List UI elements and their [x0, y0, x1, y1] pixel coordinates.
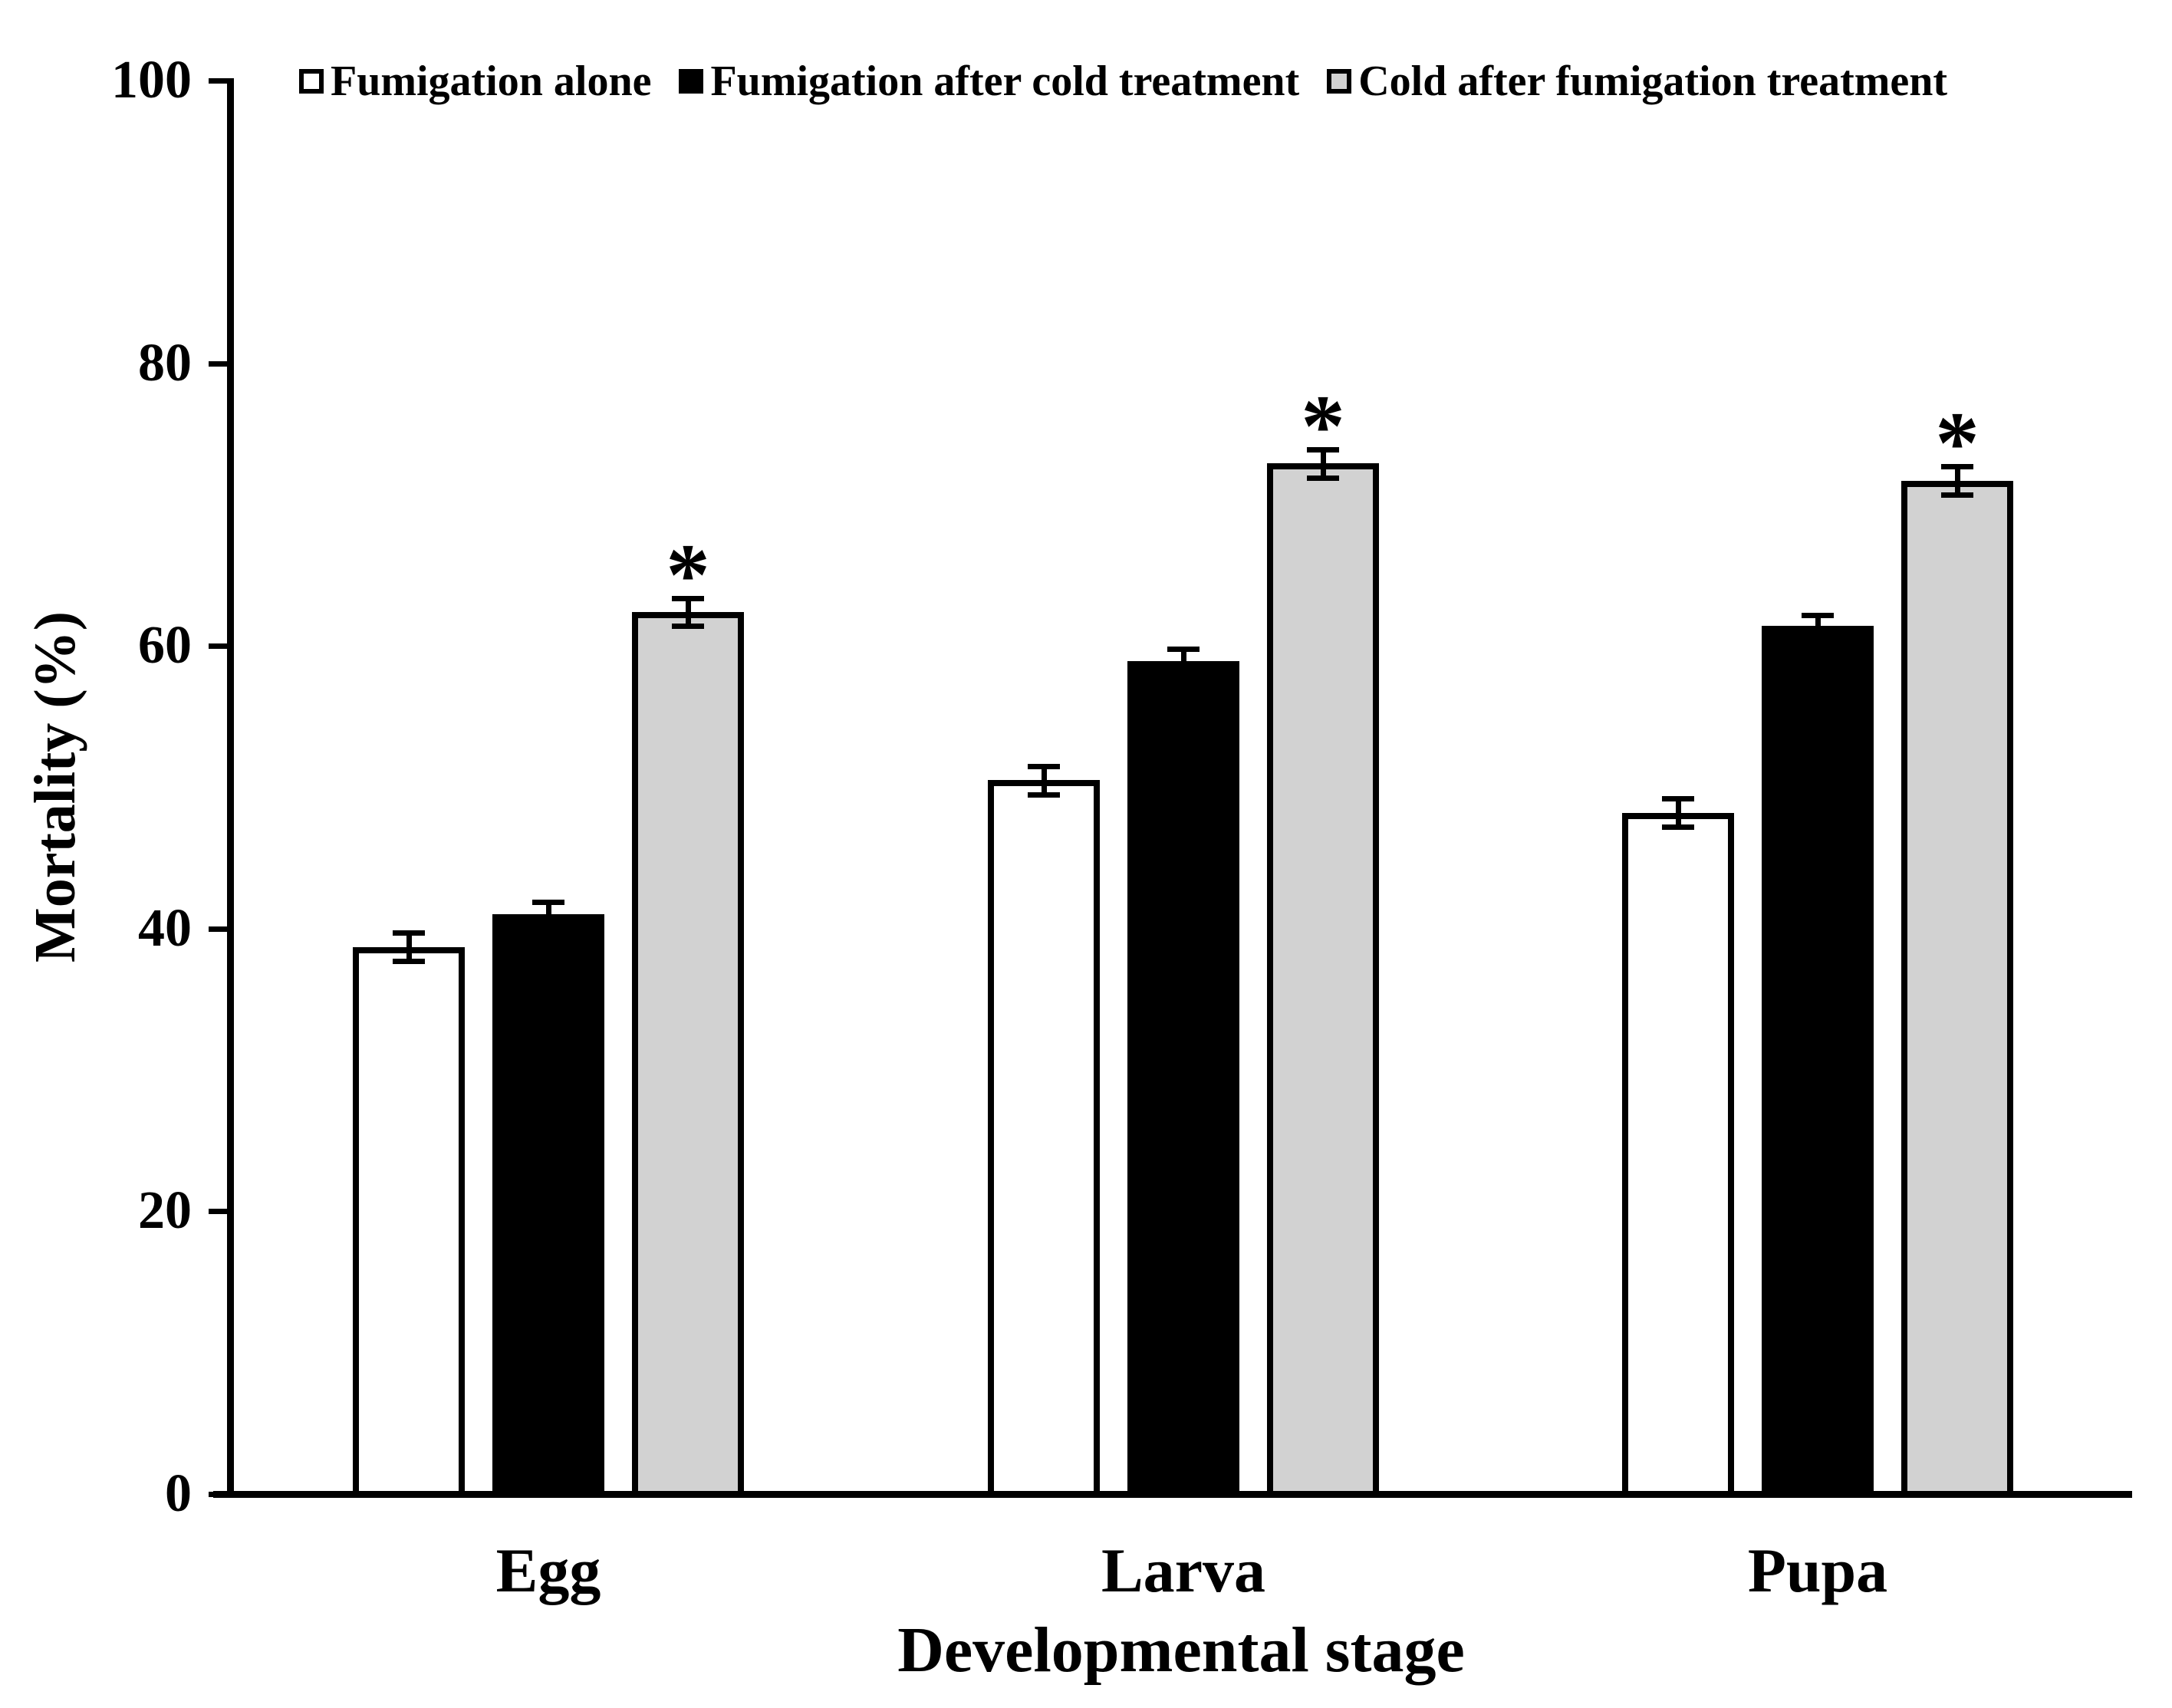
error-bar-cap [1307, 447, 1339, 453]
y-tick [209, 643, 230, 650]
error-bar-cap [1941, 464, 1973, 470]
chart-legend: Fumigation alone Fumigation after cold tr… [299, 58, 1947, 104]
bar-larva-series-1 [988, 780, 1100, 1497]
significance-star: * [1935, 394, 1979, 492]
category-label-larva: Larva [1101, 1535, 1266, 1605]
y-tick [209, 78, 230, 84]
legend-label: Fumigation after cold treatment [710, 58, 1300, 105]
bar-pupa-series-2 [1762, 626, 1874, 1497]
bar-larva-series-3 [1267, 463, 1379, 1497]
error-bar-line [1041, 765, 1047, 795]
error-bar-cap [1662, 796, 1694, 802]
y-tick-label: 20 [138, 1181, 192, 1241]
error-bar-cap [1941, 492, 1973, 498]
error-bar-cap [1028, 791, 1060, 798]
error-bar-cap [1167, 672, 1200, 678]
y-tick-label: 100 [111, 51, 192, 110]
legend-marker [1327, 69, 1352, 94]
error-bar-line [1815, 614, 1821, 638]
error-bar-cap [1662, 824, 1694, 831]
error-bar-cap [1028, 763, 1060, 769]
error-bar-cap [393, 930, 425, 936]
y-tick-label: 60 [138, 616, 192, 676]
y-axis-title: Mortality (%) [23, 611, 87, 963]
bar-larva-series-2 [1127, 661, 1239, 1497]
error-bar-line [406, 933, 412, 962]
error-bar-cap [532, 899, 564, 905]
category-label-egg: Egg [495, 1535, 601, 1605]
y-tick-label: 0 [165, 1464, 192, 1523]
legend-item: Fumigation alone [299, 58, 651, 104]
y-axis-line [227, 78, 234, 1497]
legend-marker [299, 69, 324, 94]
x-axis-title: Developmental stage [897, 1614, 1465, 1686]
bar-pupa-series-1 [1622, 812, 1734, 1497]
legend-item: Fumigation after cold treatment [679, 58, 1299, 104]
error-bar-cap [1802, 612, 1834, 618]
error-bar-line [685, 597, 691, 627]
error-bar-cap [393, 959, 425, 965]
error-bar-cap [1307, 475, 1339, 481]
y-tick [209, 1492, 230, 1497]
category-label-pupa: Pupa [1747, 1535, 1888, 1605]
error-bar-line [545, 901, 551, 927]
error-bar-cap [532, 924, 564, 930]
bar-pupa-series-3 [1901, 480, 2013, 1497]
bar-egg-series-1 [353, 946, 465, 1497]
error-bar-line [1180, 648, 1186, 675]
error-bar-line [1954, 466, 1960, 495]
significance-star: * [666, 525, 710, 624]
legend-marker [679, 69, 704, 94]
bar-egg-series-2 [492, 914, 604, 1497]
bar-egg-series-3 [632, 611, 744, 1497]
y-tick [209, 926, 230, 932]
legend-item: Cold after fumigation treatment [1327, 58, 1947, 104]
legend-label: Fumigation alone [331, 58, 652, 105]
error-bar-cap [1802, 635, 1834, 641]
error-bar-line [1320, 449, 1326, 478]
error-bar-cap [1167, 646, 1200, 652]
y-tick-label: 80 [138, 333, 192, 393]
error-bar-cap [672, 624, 704, 630]
legend-label: Cold after fumigation treatment [1358, 58, 1948, 105]
y-tick-label: 40 [138, 898, 192, 958]
error-bar-cap [672, 595, 704, 601]
y-tick [209, 360, 230, 367]
error-bar-line [1675, 798, 1681, 828]
y-tick [209, 1209, 230, 1215]
significance-star: * [1301, 377, 1345, 476]
